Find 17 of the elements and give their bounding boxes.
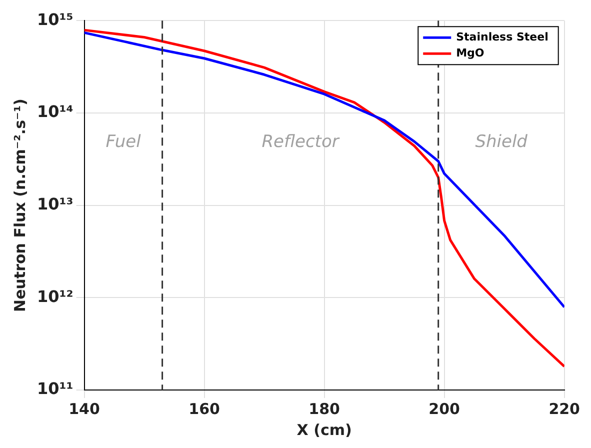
y-tick-label: 10¹²	[37, 286, 74, 306]
y-axis-title: Neutron Flux (n.cm⁻².s⁻¹)	[10, 98, 29, 312]
y-tick-label: 10¹⁵	[37, 10, 74, 29]
y-tick-label: 10¹¹	[37, 379, 74, 398]
y-tick-label: 10¹⁴	[37, 102, 74, 122]
x-tick-label: 180	[308, 400, 340, 418]
x-tick-label: 140	[68, 400, 100, 418]
y-tick-label: 10¹³	[37, 194, 74, 214]
annotation: Shield	[475, 132, 528, 152]
legend-label: Stainless Steel	[456, 30, 548, 44]
annotation: Reflector	[262, 132, 340, 152]
x-tick-label: 220	[548, 400, 580, 418]
x-axis-title: X (cm)	[296, 420, 352, 439]
legend-label: MgO	[456, 46, 484, 60]
x-tick-label: 200	[428, 400, 460, 418]
annotation: Fuel	[106, 132, 142, 152]
x-tick-label: 160	[188, 400, 220, 418]
